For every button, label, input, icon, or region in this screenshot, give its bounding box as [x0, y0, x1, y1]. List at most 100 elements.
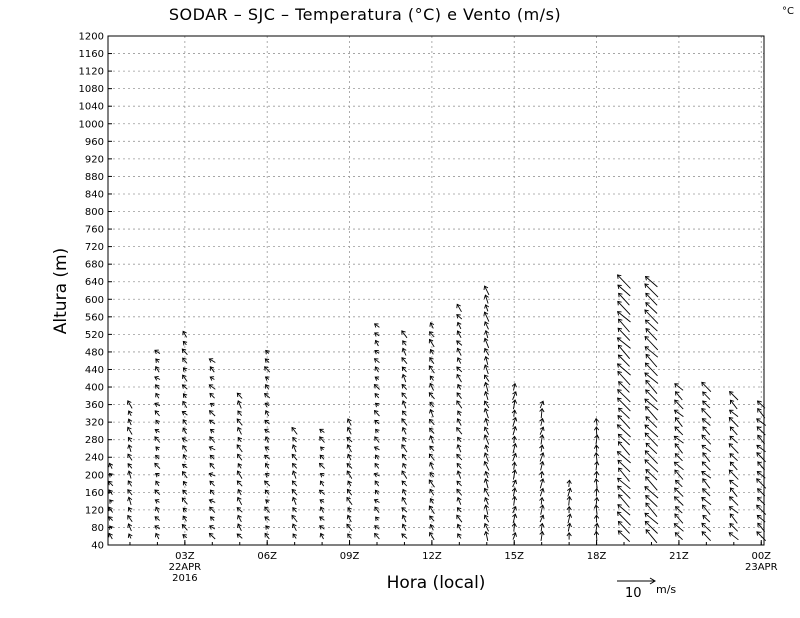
- wind-arrow: [108, 462, 114, 469]
- wind-profile-column: [401, 330, 408, 539]
- wind-arrow: [484, 347, 490, 356]
- wind-arrow: [127, 418, 133, 426]
- wind-arrow: [456, 444, 462, 453]
- wind-arrow: [429, 427, 435, 434]
- wind-arrow: [237, 463, 243, 469]
- wind-arrow: [645, 379, 658, 394]
- wind-arrow: [645, 389, 658, 403]
- wind-arrow: [511, 461, 517, 470]
- wind-arrow: [182, 444, 188, 452]
- wind-arrow: [674, 479, 683, 488]
- x-tick-sublabel: 22APR: [169, 562, 202, 573]
- wind-arrow: [456, 366, 463, 373]
- wind-arrow: [484, 417, 490, 426]
- wind-arrow: [181, 348, 188, 356]
- wind-arrow: [674, 383, 684, 391]
- x-tick-label: 18Z: [587, 551, 607, 562]
- wind-arrow: [373, 323, 380, 328]
- wind-arrow: [346, 436, 353, 443]
- wind-arrow: [429, 357, 435, 364]
- wind-arrow: [674, 416, 683, 427]
- wind-arrow: [127, 470, 133, 479]
- y-tick-label: 840: [85, 189, 104, 200]
- wind-arrow: [757, 488, 766, 497]
- y-tick-label: 640: [85, 277, 104, 288]
- wind-arrow: [236, 426, 242, 435]
- wind-arrow: [182, 393, 188, 399]
- wind-arrow: [457, 410, 462, 416]
- wind-arrow: [539, 530, 545, 541]
- wind-arrow: [154, 489, 161, 496]
- wind-arrow: [593, 417, 600, 426]
- wind-arrow: [566, 495, 572, 506]
- wind-arrow: [539, 460, 545, 471]
- wind-arrow: [511, 487, 518, 497]
- wind-profile-column: [154, 349, 161, 540]
- wind-arrow: [428, 365, 435, 374]
- wind-arrow: [567, 487, 573, 497]
- wind-arrow: [155, 446, 160, 451]
- wind-arrow: [645, 328, 658, 341]
- wind-arrow: [154, 473, 160, 478]
- wind-arrow: [127, 453, 133, 461]
- wind-arrow: [318, 462, 326, 469]
- wind-arrow: [291, 470, 297, 479]
- wind-profile-column: [539, 400, 545, 541]
- wind-arrow: [617, 459, 631, 473]
- wind-arrow: [320, 446, 325, 451]
- wind-arrow: [539, 514, 545, 523]
- wind-arrow: [701, 522, 712, 532]
- wind-arrow: [484, 470, 490, 479]
- wind-arrow: [728, 469, 739, 480]
- wind-arrow: [374, 506, 380, 513]
- x-tick-sublabel: 2016: [172, 573, 197, 584]
- wind-arrow: [757, 496, 766, 506]
- wind-arrow: [617, 520, 630, 534]
- wind-arrow: [673, 496, 684, 506]
- wind-arrow: [208, 384, 216, 390]
- wind-arrow: [429, 435, 434, 444]
- wind-arrow: [512, 506, 517, 514]
- wind-arrow: [108, 480, 114, 487]
- wind-arrow: [674, 532, 683, 541]
- x-tick-label: 15Z: [504, 551, 524, 562]
- wind-arrow: [265, 384, 270, 390]
- wind-arrow: [756, 478, 767, 489]
- wind-arrow: [483, 426, 490, 435]
- wind-arrow: [728, 409, 739, 417]
- wind-arrow: [373, 446, 380, 451]
- wind-arrow: [757, 434, 766, 445]
- x-tick-label: 12Z: [422, 551, 442, 562]
- wind-arrow: [511, 435, 517, 444]
- wind-arrow: [374, 532, 380, 540]
- wind-arrow: [292, 436, 297, 443]
- wind-arrow: [154, 384, 160, 390]
- wind-arrow: [701, 444, 711, 453]
- plot-frame: [107, 35, 765, 546]
- wind-arrow: [291, 496, 297, 505]
- wind-arrow: [729, 426, 738, 436]
- wind-profile-column: [263, 349, 271, 540]
- wind-arrow: [291, 453, 298, 461]
- wind-arrow: [429, 515, 435, 522]
- wind-arrow: [319, 506, 325, 513]
- wind-arrow: [456, 314, 463, 320]
- wind-arrow: [182, 534, 188, 539]
- wind-arrow: [616, 451, 631, 464]
- wind-arrow: [346, 523, 353, 531]
- wind-arrow: [154, 499, 160, 504]
- wind-arrow: [539, 400, 545, 409]
- wind-arrow: [291, 463, 298, 469]
- y-tick-label: 920: [85, 154, 104, 165]
- y-tick-label: 760: [85, 225, 104, 236]
- x-tick-label: 03Z: [175, 551, 195, 562]
- wind-arrow: [154, 436, 161, 443]
- wind-arrow: [702, 488, 711, 497]
- wind-arrow: [456, 514, 463, 523]
- wind-profile-column: [616, 274, 631, 543]
- wind-arrow: [346, 444, 352, 453]
- wind-arrow: [264, 473, 270, 478]
- wind-arrow: [291, 514, 298, 523]
- y-tick-label: 720: [85, 242, 104, 253]
- wind-arrow: [618, 494, 630, 508]
